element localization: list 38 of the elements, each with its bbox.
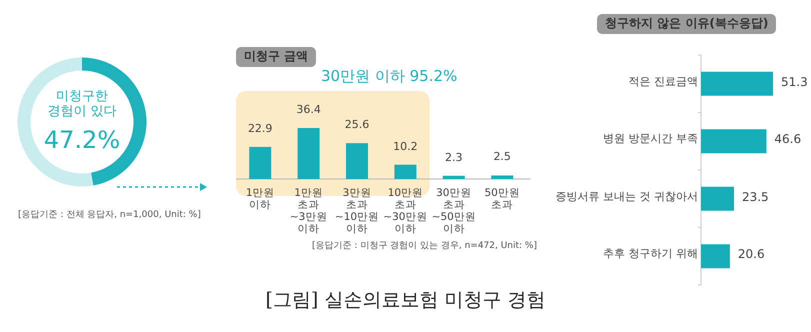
band-label: 30만원 이하 95.2% <box>321 67 458 86</box>
data-label: 51.3 <box>781 74 808 90</box>
data-label: 22.9 <box>246 122 274 136</box>
bar <box>701 72 773 96</box>
bar <box>491 175 514 179</box>
x-tick-label: 1만원 초과~3만원 이하 <box>288 187 328 236</box>
chart-title: 청구하지 않은 이유(복수응답) <box>597 14 776 34</box>
text: [응답기준 : 미청구 경험이 있는 경우, n=472, Unit: %] <box>312 241 537 252</box>
data-label: 36.4 <box>295 103 322 117</box>
data-label: 25.6 <box>344 118 370 132</box>
y-tick-label: 증빙서류 보내는 것 귀찮아서 <box>556 190 698 204</box>
bar <box>298 128 320 179</box>
x-tick-label: 10만원 초과~30만원 이하 <box>382 187 428 236</box>
bar <box>701 186 734 211</box>
chart-title: 미청구 금액 <box>236 47 316 67</box>
data-label: 20.6 <box>738 247 765 262</box>
data-label: 2.5 <box>492 150 512 164</box>
x-tick-label: 1만원 이하 <box>244 187 276 212</box>
x-tick-label: 3만원 초과~10만원 이하 <box>334 187 380 236</box>
bar <box>394 164 416 179</box>
bar <box>249 146 272 179</box>
bar <box>442 176 465 179</box>
data-label: 10.2 <box>392 140 419 154</box>
text: [그림] 실손의료보험 미청구 경험 <box>264 289 546 312</box>
y-tick-label: 적은 진료금액 <box>628 74 698 88</box>
data-label: 47.2% <box>42 126 122 155</box>
bar <box>701 129 766 154</box>
data-label: 46.6 <box>774 132 802 148</box>
bar <box>346 143 368 179</box>
x-tick-label: 50만원 초과 <box>484 187 521 212</box>
data-label: 23.5 <box>742 190 769 205</box>
bar <box>701 244 730 268</box>
y-tick-label: 병원 방문시간 부족 <box>603 132 698 146</box>
y-tick-label: 추후 청구하기 위해 <box>603 247 698 261</box>
data-label: 2.3 <box>444 150 464 164</box>
slice-label: 미청구한 경험이 있다 <box>46 89 118 120</box>
text: [응답기준 : 전체 응답자, n=1,000, Unit: %] <box>18 210 201 220</box>
x-tick-label: 30만원 초과~50만원 이하 <box>430 187 477 236</box>
